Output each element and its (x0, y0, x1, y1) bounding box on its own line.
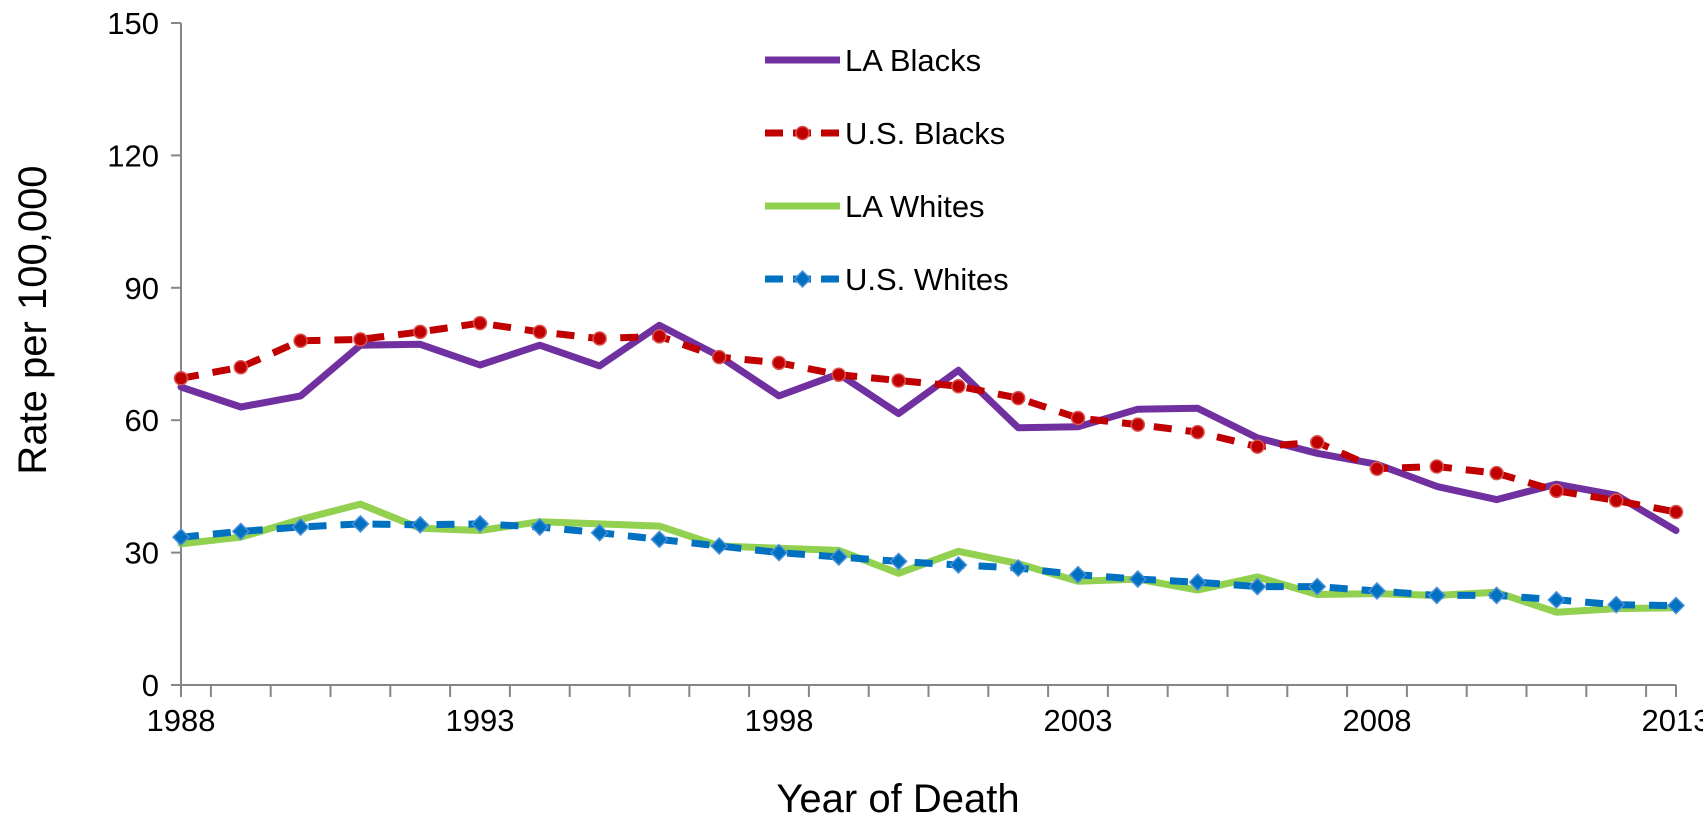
data-point (1429, 459, 1445, 474)
data-point (711, 349, 727, 365)
data-point (1130, 417, 1146, 432)
data-point (1068, 565, 1088, 584)
data-point (231, 522, 250, 541)
legend-item: U.S. Whites (765, 262, 1009, 297)
data-point (1608, 493, 1624, 508)
data-point (1308, 577, 1327, 596)
data-point (1309, 435, 1325, 450)
y-tick-label: 0 (142, 668, 159, 703)
data-point (1250, 439, 1265, 454)
data-point (831, 367, 847, 382)
data-point (1128, 570, 1147, 589)
data-point (351, 514, 370, 533)
data-point (472, 315, 488, 331)
data-point (530, 517, 549, 537)
data-point (1190, 424, 1205, 440)
x-tick-label: 2008 (1343, 703, 1412, 738)
data-point (769, 543, 789, 562)
data-point (891, 373, 906, 388)
data-point (171, 528, 191, 547)
data-point (1367, 581, 1387, 601)
legend-marker (793, 269, 812, 289)
data-point (233, 359, 249, 375)
series-line (177, 500, 1680, 616)
data-point (652, 329, 667, 344)
data-point (829, 547, 848, 567)
data-point (1668, 504, 1684, 520)
series-u-s-whites (171, 514, 1686, 615)
data-point (532, 324, 548, 340)
legend-item: LA Whites (765, 189, 985, 224)
series-line (180, 319, 1677, 516)
data-point (470, 514, 490, 533)
legend-item: U.S. Blacks (765, 116, 1005, 151)
data-point (1070, 410, 1086, 426)
y-tick-label: 150 (107, 6, 159, 41)
plot-series (171, 315, 1686, 616)
legend: LA Blacks U.S. Blacks LA Whites U.S. Whites (765, 43, 1009, 297)
data-point (590, 523, 609, 542)
x-tick-label: 2013 (1642, 703, 1703, 738)
legend-item: LA Blacks (765, 43, 981, 78)
x-tick-label: 1998 (745, 703, 814, 738)
data-point (1369, 461, 1385, 476)
data-point (1010, 390, 1026, 406)
y-tick-label: 60 (125, 403, 159, 438)
data-point (771, 355, 787, 371)
data-point (889, 552, 908, 571)
data-point (1489, 465, 1504, 481)
data-point (1549, 483, 1564, 499)
y-tick-label: 120 (107, 138, 159, 173)
axes: 0 30 60 90 120 150 1988 1993 1998 2003 2008 2013 (107, 6, 1703, 738)
data-point (293, 333, 308, 349)
data-point (1487, 586, 1506, 605)
data-point (1248, 577, 1267, 596)
data-point (949, 555, 968, 575)
data-point (173, 371, 189, 386)
legend-marker (795, 125, 810, 141)
x-tick-label: 2003 (1044, 703, 1113, 738)
data-point (1607, 595, 1626, 614)
series-la-blacks (177, 321, 1680, 534)
y-axis-title: Rate per 100,000 (11, 165, 55, 474)
data-point (412, 324, 428, 340)
data-point (1009, 558, 1028, 578)
data-point (1427, 586, 1446, 605)
data-point (592, 331, 607, 346)
legend-label: LA Blacks (845, 43, 981, 78)
series-u-s-blacks (173, 315, 1684, 520)
x-tick-label: 1988 (147, 703, 216, 738)
y-tick-label: 90 (125, 271, 159, 306)
x-tick-label: 1993 (446, 703, 515, 738)
legend-label: U.S. Blacks (845, 116, 1005, 151)
series-la-whites (177, 500, 1680, 616)
data-point (951, 378, 966, 394)
series-line (180, 520, 1677, 610)
data-point (650, 530, 669, 549)
data-point (710, 536, 729, 556)
data-point (411, 515, 430, 534)
data-point (291, 517, 310, 537)
series-line (177, 321, 1680, 534)
data-point (1188, 573, 1207, 592)
legend-label: U.S. Whites (845, 262, 1009, 297)
y-tick-label: 30 (125, 536, 159, 571)
data-point (1666, 596, 1686, 615)
x-axis-title: Year of Death (776, 777, 1019, 821)
data-point (353, 332, 368, 347)
legend-label: LA Whites (845, 189, 985, 224)
data-point (1547, 590, 1566, 609)
